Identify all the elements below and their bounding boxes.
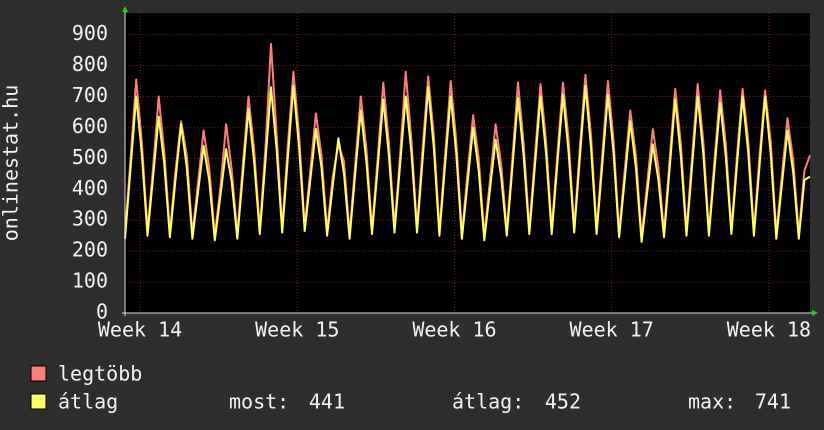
- y-tick-label: 600: [72, 114, 108, 138]
- y-tick-label: 500: [72, 145, 108, 169]
- legend-swatch: [30, 393, 47, 410]
- series-line: [124, 84, 811, 243]
- y-tick-label: 100: [72, 269, 108, 293]
- axis-arrow: [122, 6, 128, 12]
- x-tick-label: Week 16: [412, 318, 496, 342]
- axis-arrow: [812, 310, 818, 316]
- x-tick-label: Week 17: [570, 318, 654, 342]
- stat-value: 741: [755, 390, 791, 414]
- stat-value: 441: [309, 390, 345, 414]
- y-tick-label: 700: [72, 83, 108, 107]
- y-tick-label: 400: [72, 176, 108, 200]
- y-tick-label: 900: [72, 21, 108, 45]
- stat-label: max:: [688, 390, 736, 414]
- y-axis-title: onlinestat.hu: [0, 85, 23, 242]
- y-tick-label: 800: [72, 52, 108, 76]
- legend-label: legtöbb: [58, 362, 142, 386]
- plot-area: [125, 13, 810, 313]
- stat-label: most:: [229, 390, 289, 414]
- y-tick-label: 0: [96, 300, 108, 324]
- x-tick-label: Week 15: [255, 318, 339, 342]
- x-tick-label: Week 14: [98, 318, 182, 342]
- stat-label: átlag:: [452, 390, 524, 414]
- legend-label: átlag: [58, 390, 118, 414]
- legend-swatch: [30, 365, 47, 382]
- y-tick-label: 300: [72, 207, 108, 231]
- y-tick-label: 200: [72, 238, 108, 262]
- x-tick-label: Week 18: [727, 318, 811, 342]
- lines: [124, 42, 811, 243]
- stat-value: 452: [545, 390, 581, 414]
